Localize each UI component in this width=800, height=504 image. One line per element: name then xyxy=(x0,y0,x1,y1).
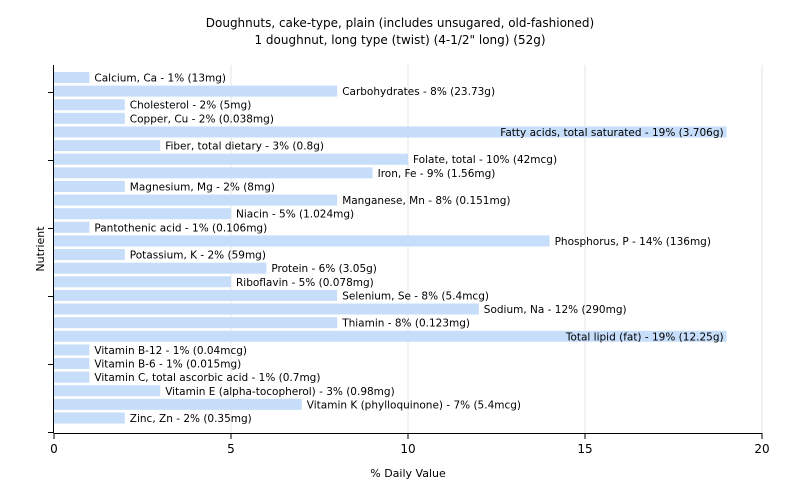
bar xyxy=(54,289,338,301)
bar-value-label: Magnesium, Mg - 2% (8mg) xyxy=(130,181,275,193)
bar xyxy=(54,112,125,124)
x-tick-label: 10 xyxy=(400,442,415,456)
x-tick-label: 15 xyxy=(577,442,592,456)
bar xyxy=(54,167,373,179)
gridlines xyxy=(230,65,763,433)
x-tick-label: 5 xyxy=(227,442,235,456)
bar xyxy=(54,194,338,206)
x-tick-label: 20 xyxy=(754,442,769,456)
bar xyxy=(54,412,125,424)
chart-subtitle: 1 doughnut, long type (twist) (4-1/2" lo… xyxy=(254,33,545,47)
bar-value-label: Fatty acids, total saturated - 19% (3.70… xyxy=(500,127,723,139)
x-axis-ticks: 0 5 10 15 20 xyxy=(50,433,770,456)
bar xyxy=(54,385,161,397)
bar xyxy=(54,303,479,315)
bar-labels: Calcium, Ca - 1% (13mg) Carbohydrates - 8… xyxy=(94,73,723,426)
x-tick-label: 0 xyxy=(50,442,58,456)
bar-value-label: Folate, total - 10% (42mcg) xyxy=(413,154,557,166)
bar xyxy=(54,398,302,410)
bar-value-label: Copper, Cu - 2% (0.038mg) xyxy=(130,113,274,125)
x-axis-title: % Daily Value xyxy=(370,467,446,480)
y-axis-title: Nutrient xyxy=(34,226,47,272)
bar-value-label: Vitamin B-12 - 1% (0.04mcg) xyxy=(94,345,247,357)
bar xyxy=(54,358,90,370)
bar-value-label: Vitamin E (alpha-tocopherol) - 3% (0.98m… xyxy=(165,386,395,398)
bar-value-label: Niacin - 5% (1.024mg) xyxy=(236,209,354,221)
bar xyxy=(54,249,125,261)
bar xyxy=(54,317,338,329)
bar-value-label: Total lipid (fat) - 19% (12.25g) xyxy=(565,331,724,343)
bar xyxy=(54,153,408,165)
bar xyxy=(54,262,267,274)
bar-value-label: Calcium, Ca - 1% (13mg) xyxy=(94,73,226,85)
chart-title: Doughnuts, cake-type, plain (includes un… xyxy=(206,16,594,30)
bar-value-label: Iron, Fe - 9% (1.56mg) xyxy=(378,168,496,180)
bar-value-label: Fiber, total dietary - 3% (0.8g) xyxy=(165,141,324,153)
bar-value-label: Potassium, K - 2% (59mg) xyxy=(130,250,266,262)
bar-value-label: Riboflavin - 5% (0.078mg) xyxy=(236,277,374,289)
bar-value-label: Zinc, Zn - 2% (0.35mg) xyxy=(130,413,252,425)
bar-value-label: Vitamin C, total ascorbic acid - 1% (0.7… xyxy=(94,372,320,384)
bar-value-label: Phosphorus, P - 14% (136mg) xyxy=(555,236,711,248)
bar xyxy=(54,126,727,138)
bar xyxy=(54,140,161,152)
bar-value-label: Cholesterol - 2% (5mg) xyxy=(130,100,252,112)
bar xyxy=(54,221,90,233)
bar-value-label: Vitamin B-6 - 1% (0.015mg) xyxy=(94,359,241,371)
bar-value-label: Carbohydrates - 8% (23.73g) xyxy=(342,86,495,98)
bar xyxy=(54,276,231,288)
bar xyxy=(54,344,90,356)
bar-value-label: Vitamin K (phylloquinone) - 7% (5.4mcg) xyxy=(307,399,521,411)
bar-value-label: Manganese, Mn - 8% (0.151mg) xyxy=(342,195,510,207)
bar xyxy=(54,72,90,83)
bar xyxy=(54,330,727,342)
bar-value-label: Thiamin - 8% (0.123mg) xyxy=(341,318,470,330)
bar-value-label: Pantothenic acid - 1% (0.106mg) xyxy=(94,222,267,234)
bar xyxy=(54,85,338,97)
bar xyxy=(54,371,90,383)
bar xyxy=(54,99,125,111)
bar xyxy=(54,180,125,192)
bar-value-label: Protein - 6% (3.05g) xyxy=(271,263,377,275)
bars xyxy=(54,72,727,424)
bar-value-label: Sodium, Na - 12% (290mg) xyxy=(484,304,627,316)
bar-value-label: Selenium, Se - 8% (5.4mcg) xyxy=(342,290,489,302)
bar xyxy=(54,208,231,220)
bar xyxy=(54,235,550,247)
